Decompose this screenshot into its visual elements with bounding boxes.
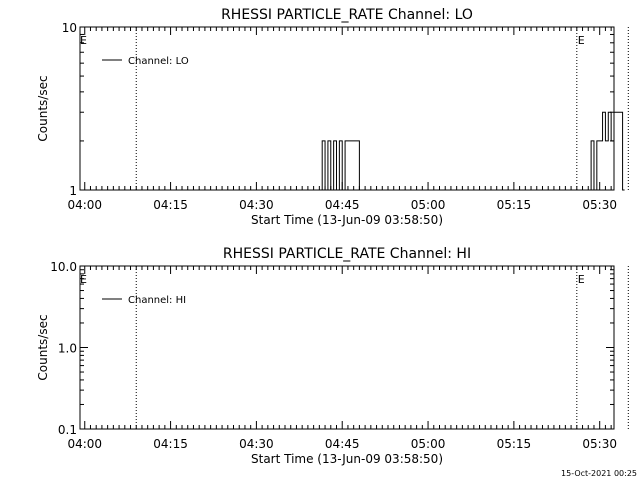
x-tick-label: 05:00 <box>411 437 446 451</box>
y-tick-label: 0.1 <box>58 423 77 437</box>
event-marker-label: E <box>80 34 87 47</box>
legend-label: Channel: LO <box>128 56 189 67</box>
x-tick-label: 04:00 <box>67 198 102 212</box>
chart-panel-2: RHESSI PARTICLE_RATE Channel: HI 0.1 1.0 10… <box>36 246 629 466</box>
x-tick-label: 04:15 <box>153 198 188 212</box>
footer-timestamp: 15-Oct-2021 00:25 <box>561 469 637 478</box>
chart-panel-1: RHESSI PARTICLE_RATE Channel: LO 1 10 Count… <box>36 7 629 227</box>
x-tick-label: 04:30 <box>239 198 274 212</box>
x-tick-label: 05:30 <box>582 437 617 451</box>
event-marker-label: E <box>80 273 87 286</box>
x-axis-label: Start Time (13-Jun-09 03:58:50) <box>251 452 443 466</box>
y-tick-label: 10.0 <box>50 260 77 274</box>
x-tick-label: 05:00 <box>411 198 446 212</box>
y-axis-label: Counts/sec <box>36 314 50 380</box>
x-tick-label: 04:00 <box>67 437 102 451</box>
plot-frame <box>79 26 615 191</box>
x-tick-label: 04:15 <box>153 437 188 451</box>
x-tick-label: 05:30 <box>582 198 617 212</box>
event-marker-label: E <box>578 273 585 286</box>
x-tick-label: 04:45 <box>325 198 360 212</box>
series-line <box>319 111 625 191</box>
x-tick-label: 05:15 <box>497 437 532 451</box>
x-axis-label: Start Time (13-Jun-09 03:58:50) <box>251 213 443 227</box>
chart-title: RHESSI PARTICLE_RATE Channel: LO <box>221 7 473 23</box>
y-tick-label: 1 <box>69 184 77 198</box>
x-tick-label: 05:15 <box>497 198 532 212</box>
event-marker-label: E <box>578 34 585 47</box>
y-tick-label: 10 <box>62 21 77 35</box>
legend-label: Channel: HI <box>128 295 186 306</box>
x-tick-label: 04:30 <box>239 437 274 451</box>
plot-frame <box>79 265 615 430</box>
y-tick-label: 1.0 <box>58 342 77 356</box>
y-axis-label: Counts/sec <box>36 75 50 141</box>
x-tick-label: 04:45 <box>325 437 360 451</box>
chart-title: RHESSI PARTICLE_RATE Channel: HI <box>223 246 471 262</box>
